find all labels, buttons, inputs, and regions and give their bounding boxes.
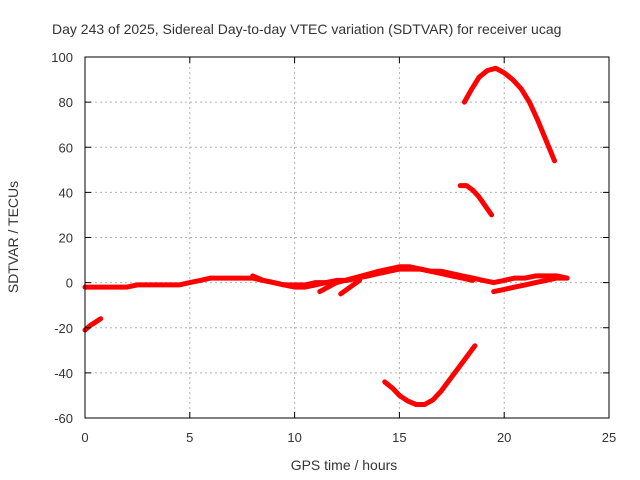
- grid: [85, 57, 609, 418]
- x-tick-label: 5: [186, 430, 193, 445]
- y-tick-label: 40: [59, 185, 73, 200]
- y-tick-label: 20: [59, 231, 73, 246]
- series-secondary-track-e: [491, 275, 570, 295]
- chart-title: Day 243 of 2025, Sidereal Day-to-day VTE…: [52, 21, 561, 37]
- series-short-track: [457, 183, 495, 218]
- series-secondary-track-b: [317, 264, 423, 295]
- series-dip-track: [382, 343, 478, 407]
- data-series: [82, 65, 570, 407]
- series-secondary-track-a: [250, 273, 339, 290]
- y-tick-label: 80: [59, 95, 73, 110]
- y-tick-label: -20: [54, 321, 73, 336]
- series-secondary-track-c: [338, 277, 363, 297]
- series-start-segment: [82, 316, 104, 333]
- x-tick-label: 15: [392, 430, 406, 445]
- x-tick-label: 0: [81, 430, 88, 445]
- x-tick-label: 10: [287, 430, 301, 445]
- y-tick-label: 60: [59, 140, 73, 155]
- x-tick-label: 25: [602, 430, 616, 445]
- x-tick-label: 20: [497, 430, 511, 445]
- y-tick-label: -40: [54, 366, 73, 381]
- axis-ticks: 0 5 10 15 20 25 -60 -40 -20 0 20 40 60 80 100: [51, 50, 616, 445]
- series-secondary-track-d: [417, 266, 476, 283]
- y-axis-label: SDTVAR / TECUs: [5, 181, 21, 293]
- x-axis-label: GPS time / hours: [291, 457, 398, 473]
- y-tick-label: -60: [54, 411, 73, 426]
- series-arc-track: [461, 65, 557, 164]
- y-tick-label: 100: [51, 50, 73, 65]
- y-tick-label: 0: [66, 276, 73, 291]
